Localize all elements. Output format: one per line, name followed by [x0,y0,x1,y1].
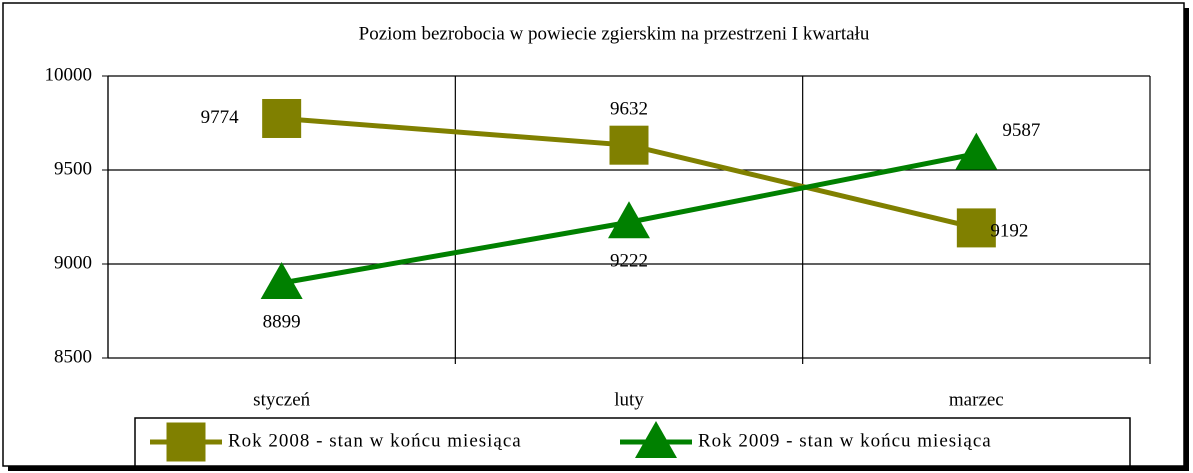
data-label: 9192 [990,220,1028,241]
y-tick-label: 9500 [54,158,92,179]
data-label: 9774 [201,107,240,128]
data-label: 9587 [1002,120,1040,141]
x-tick-label: styczeń [253,389,310,410]
y-tick-label: 9000 [54,252,92,273]
data-point [262,98,302,138]
x-tick-label: luty [614,389,644,410]
data-point [608,201,650,239]
data-label: 8899 [263,311,301,332]
y-tick-label: 8500 [54,346,92,367]
legend-label: Rok 2008 - stan w końcu miesiąca [228,430,522,451]
x-tick-label: marzec [949,389,1004,410]
y-tick-label: 10000 [45,64,93,85]
data-point [609,125,649,165]
legend-label: Rok 2009 - stan w końcu miesiąca [698,430,992,451]
data-label: 9222 [610,251,648,272]
legend-marker [635,421,677,458]
legend-marker [166,422,206,462]
data-label: 9632 [610,99,648,120]
data-point [955,132,998,170]
data-point [260,261,303,299]
chart-title: Poziom bezrobocia w powiecie zgierskim n… [359,23,870,44]
data-point [956,208,996,248]
